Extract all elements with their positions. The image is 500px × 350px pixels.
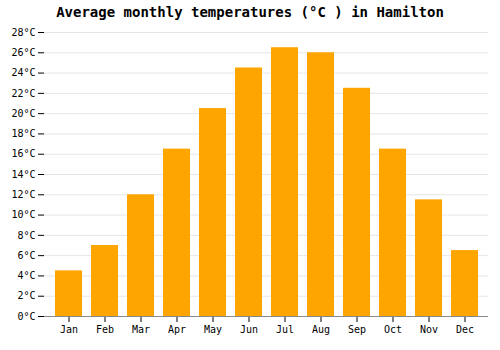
svg-text:Aug: Aug [312,324,330,335]
svg-text:Mar: Mar [132,324,150,335]
svg-text:Apr: Apr [168,324,186,335]
svg-text:6°C: 6°C [17,250,35,261]
svg-text:Dec: Dec [456,324,474,335]
svg-text:4°C: 4°C [17,270,35,281]
svg-text:Oct: Oct [384,324,402,335]
svg-text:24°C: 24°C [11,67,35,78]
svg-text:Jan: Jan [60,324,78,335]
svg-text:22°C: 22°C [11,88,35,99]
svg-text:May: May [204,324,222,335]
svg-text:10°C: 10°C [11,209,35,220]
svg-text:28°C: 28°C [11,27,35,38]
svg-text:16°C: 16°C [11,148,35,159]
svg-text:20°C: 20°C [11,108,35,119]
svg-text:2°C: 2°C [17,290,35,301]
svg-text:26°C: 26°C [11,47,35,58]
svg-text:Sep: Sep [348,324,366,335]
svg-text:12°C: 12°C [11,189,35,200]
svg-text:Jul: Jul [276,324,294,335]
svg-text:0°C: 0°C [17,311,35,322]
svg-text:Feb: Feb [96,324,114,335]
svg-text:14°C: 14°C [11,169,35,180]
svg-text:18°C: 18°C [11,128,35,139]
svg-text:8°C: 8°C [17,230,35,241]
html-text:Average monthly temperatures (: Average monthly temperatures (°C ) in Ha… [56,4,444,20]
svg-text:Jun: Jun [240,324,258,335]
svg-text:Nov: Nov [420,324,438,335]
